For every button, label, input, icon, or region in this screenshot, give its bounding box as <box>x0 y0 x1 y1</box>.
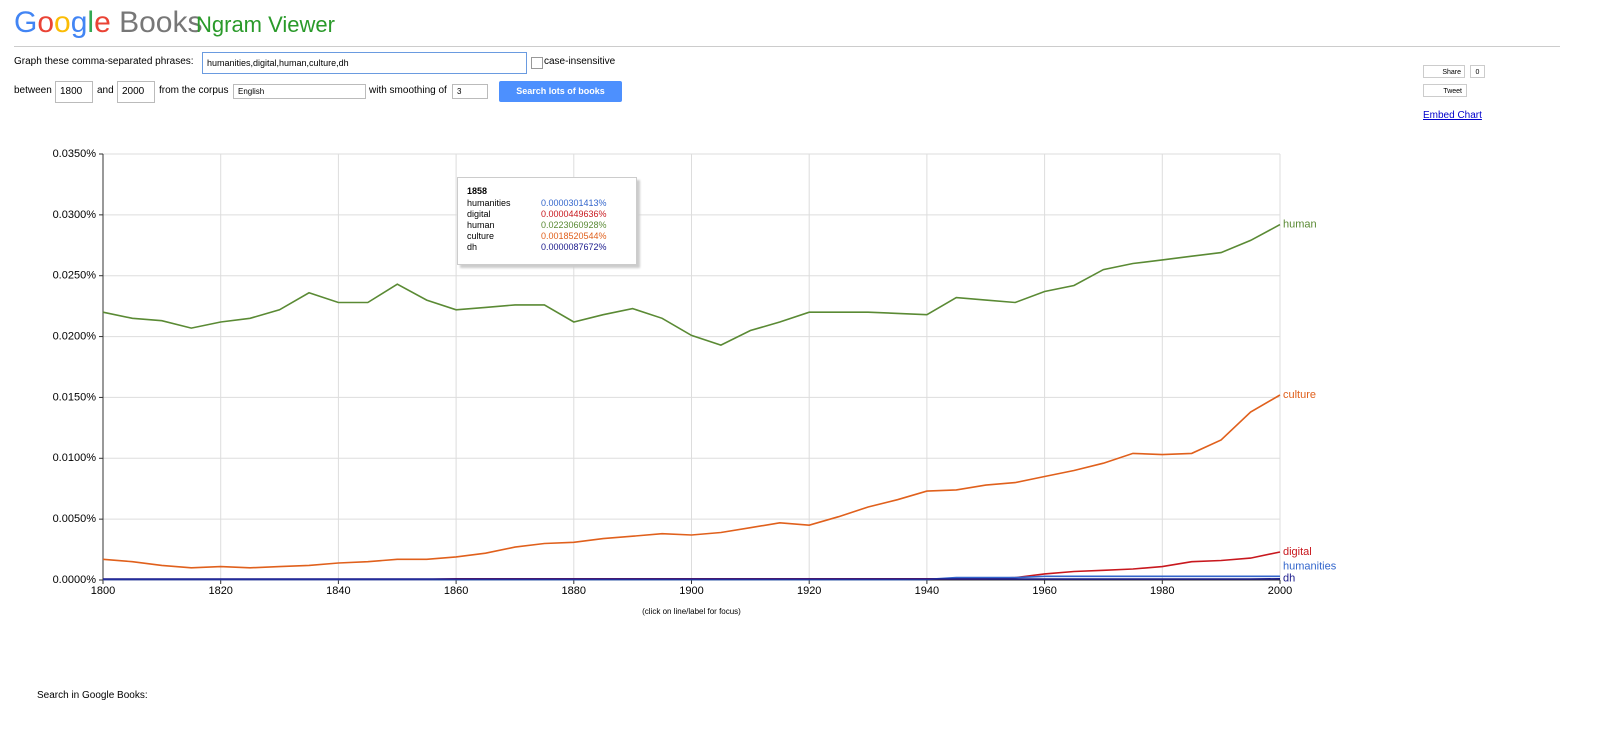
x-tick-label: 1900 <box>679 585 703 597</box>
share-button[interactable]: Share <box>1423 65 1465 78</box>
tooltip-value: 0.0018520544% <box>541 231 607 241</box>
tooltip-name: human <box>467 220 495 230</box>
series-line <box>102 223 1281 346</box>
series-label[interactable]: culture <box>1283 389 1316 401</box>
phrases-input[interactable]: humanities,digital,human,culture,dh <box>202 52 527 74</box>
smoothing-text: 3 <box>457 87 462 96</box>
tooltip-value: 0.0223060928% <box>541 220 607 230</box>
tooltip-value: 0.0000449636% <box>541 209 607 219</box>
tooltip: 1858 humanities 0.0000301413% digital 0.000… <box>457 177 637 265</box>
series-label[interactable]: digital <box>1283 546 1312 558</box>
start-input[interactable]: 1800 <box>55 81 93 103</box>
corpus-label: from the corpus <box>159 85 229 96</box>
logo[interactable]: Google Books <box>14 6 203 40</box>
y-tick-label: 0.0000% <box>53 574 97 586</box>
tooltip-name: culture <box>467 231 495 241</box>
share-count: 0 <box>1470 65 1485 78</box>
embed-link[interactable]: Embed Chart <box>1423 110 1482 121</box>
chart-note: (click on line/label for focus) <box>642 607 741 616</box>
tooltip-name: digital <box>467 209 491 219</box>
y-tick-label: 0.0250% <box>53 270 97 282</box>
tooltip-value: 0.0000301413% <box>541 198 607 208</box>
smoothing-select[interactable]: 3 <box>452 84 488 99</box>
and-label: and <box>97 85 114 96</box>
smoothing-label: with smoothing of <box>369 85 447 96</box>
tooltip-name: humanities <box>467 198 511 208</box>
x-tick-label: 1940 <box>915 585 939 597</box>
tooltip-name: dh <box>467 242 478 252</box>
phrases-label: Graph these comma-separated phrases: <box>14 56 194 67</box>
x-tick-label: 1820 <box>208 585 232 597</box>
case-label: case-insensitive <box>544 56 616 67</box>
tooltip-value: 0.0000087672% <box>541 242 607 252</box>
series-label[interactable]: humanities <box>1283 561 1337 573</box>
tweet-text: Tweet <box>1443 88 1462 95</box>
case-checkbox[interactable] <box>531 57 543 69</box>
y-tick-label: 0.0050% <box>53 513 97 525</box>
y-tick-label: 0.0300% <box>53 209 97 221</box>
end-input[interactable]: 2000 <box>117 81 155 103</box>
x-tick-label: 1860 <box>444 585 468 597</box>
x-tick-label: 1980 <box>1150 585 1174 597</box>
y-tick-label: 0.0200% <box>53 330 97 342</box>
tooltip-year: 1858 <box>467 186 488 196</box>
x-tick-label: 2000 <box>1268 585 1292 597</box>
y-tick-label: 0.0150% <box>53 391 97 403</box>
series-label[interactable]: dh <box>1283 573 1295 585</box>
x-tick-label: 1960 <box>1032 585 1056 597</box>
x-tick-label: 1920 <box>797 585 821 597</box>
y-tick-label: 0.0100% <box>53 452 97 464</box>
corpus-select[interactable]: English <box>233 84 366 99</box>
share-text: Share <box>1442 69 1461 76</box>
x-tick-label: 1840 <box>326 585 350 597</box>
series-line <box>102 394 1281 569</box>
app-title: Ngram Viewer <box>196 12 335 37</box>
corpus-text: English <box>238 87 265 96</box>
phrases-text: humanities,digital,human,culture,dh <box>207 58 349 68</box>
search-in-label: Search in Google Books: <box>37 690 148 701</box>
search-button-text: Search lots of books <box>516 86 605 96</box>
y-tick-label: 0.0350% <box>53 148 97 160</box>
search-button[interactable]: Search lots of books <box>499 81 622 102</box>
x-tick-label: 1800 <box>91 585 115 597</box>
end-text: 2000 <box>122 86 145 97</box>
start-text: 1800 <box>60 86 83 97</box>
product: Books <box>119 6 203 39</box>
divider <box>14 46 1560 47</box>
brand: Google <box>14 6 111 39</box>
between-label: between <box>14 85 52 96</box>
x-tick-label: 1880 <box>562 585 586 597</box>
series-label[interactable]: human <box>1283 219 1317 231</box>
tweet-button[interactable]: Tweet <box>1423 84 1467 97</box>
